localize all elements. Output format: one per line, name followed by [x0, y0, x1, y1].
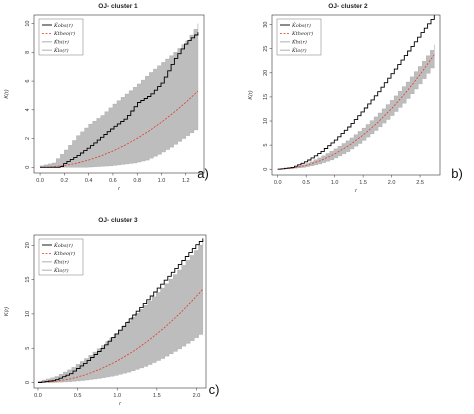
y-tick-label: 10	[263, 118, 269, 124]
y-tick-label: 15	[263, 94, 269, 100]
legend-entry: K̂lo(r)	[53, 267, 69, 274]
y-tick-label: 10	[25, 21, 31, 27]
chart-title: OJ- cluster 1	[98, 3, 138, 10]
y-tick-label: 10	[25, 311, 31, 317]
chart-title: OJ- cluster 3	[98, 217, 138, 224]
y-tick-label: 8	[25, 51, 31, 54]
y-tick-label: 20	[25, 242, 31, 248]
legend-entry: Ktheo(r)	[53, 250, 75, 257]
chart-panel-1: 0.0 0.2 0.4 0.6 0.8 1.0 1.2 0 2 4 6 8 10 OJ- cluster …	[4, 3, 209, 192]
legend-box	[276, 18, 322, 56]
x-tick-label: 1.5	[359, 180, 367, 186]
legend-entry: Ktheo(r)	[53, 30, 75, 37]
y-tick-label: 30	[263, 22, 269, 28]
panel-label: b)	[451, 166, 463, 181]
x-axis-label: r	[119, 401, 122, 407]
x-tick-label: 2.0	[193, 393, 201, 399]
legend: K̂obs(r)Ktheo(r) K̂hi(r)K̂lo(r)	[276, 18, 322, 56]
y-tick-label: 0	[263, 168, 269, 171]
x-tick-label: 2.5	[416, 180, 424, 186]
plot-frame	[271, 14, 441, 176]
x-tick-label: 0.0	[274, 180, 282, 186]
y-tick-label: 0	[25, 166, 31, 169]
legend: K̂obs(r)Ktheo(r) K̂hi(r)K̂lo(r)	[38, 238, 84, 276]
y-axis-label: K(r)	[4, 307, 10, 316]
x-tick-label: 0.4	[85, 178, 93, 184]
x-tick-label: 2.0	[388, 180, 396, 186]
y-tick-label: 15	[25, 277, 31, 283]
chart-panel-2: 0.0 0.5 1.0 1.5 2.0 2.5 0 5 10 15 20 25 30 OJ- cluste…	[248, 3, 463, 194]
panel-label: c)	[209, 382, 220, 397]
legend-entry: K̂hi(r)	[53, 39, 69, 46]
y-tick-label: 4	[25, 108, 31, 111]
observed-curve	[38, 238, 204, 383]
x-tick-label: 0.6	[109, 178, 117, 184]
theoretical-curve	[40, 90, 199, 168]
observed-curve	[277, 15, 435, 170]
theoretical-curve	[277, 54, 435, 170]
y-tick-label: 0	[25, 381, 31, 384]
x-axis-label: r	[355, 188, 358, 194]
x-tick-label: 1.0	[158, 178, 166, 184]
envelope-band	[277, 44, 435, 170]
legend-entry: K̂obs(r)	[53, 22, 73, 29]
y-tick-label: 5	[263, 144, 269, 147]
legend-entry: K̂lo(r)	[291, 47, 307, 54]
legend-entry: K̂obs(r)	[53, 242, 73, 249]
envelope-band	[37, 239, 204, 383]
x-tick-label: 0.5	[302, 180, 310, 186]
x-axis-label: r	[118, 186, 121, 192]
y-tick-label: 25	[263, 46, 269, 52]
plot-frame	[33, 234, 207, 389]
observed-curve	[40, 32, 199, 168]
x-tick-label: 0.0	[34, 393, 42, 399]
legend-entry: Ktheo(r)	[291, 30, 313, 37]
legend: K̂obs(r)Ktheo(r) K̂hi(r)K̂lo(r)	[38, 18, 84, 56]
y-tick-label: 20	[263, 70, 269, 76]
legend-entry: K̂hi(r)	[53, 259, 69, 266]
y-tick-label: 5	[25, 347, 31, 350]
theoretical-curve	[37, 289, 204, 383]
legend-entry: K̂lo(r)	[53, 47, 69, 54]
legend-entry: K̂obs(r)	[291, 22, 311, 29]
y-tick-label: 2	[25, 137, 31, 140]
x-tick-label: 1.0	[331, 180, 339, 186]
y-axis-label: K(r)	[4, 89, 10, 98]
plot-frame	[33, 14, 205, 174]
x-tick-label: 1.5	[153, 393, 161, 399]
chart-panel-3: 0.0 0.5 1.0 1.5 2.0 0 5 10 15 20 OJ- cluster 3 r K(r…	[4, 217, 219, 407]
y-tick-label: 6	[25, 80, 31, 83]
x-tick-label: 0.0	[36, 178, 44, 184]
chart-title: OJ- cluster 2	[328, 3, 368, 10]
x-tick-label: 0.5	[74, 393, 82, 399]
x-tick-label: 0.8	[133, 178, 141, 184]
x-tick-label: 0.2	[61, 178, 69, 184]
panel-label: a)	[197, 166, 209, 181]
x-tick-label: 1.2	[182, 178, 190, 184]
y-axis-label: K(r)	[248, 90, 254, 99]
x-tick-label: 1.0	[113, 393, 121, 399]
legend-entry: K̂hi(r)	[291, 39, 307, 46]
